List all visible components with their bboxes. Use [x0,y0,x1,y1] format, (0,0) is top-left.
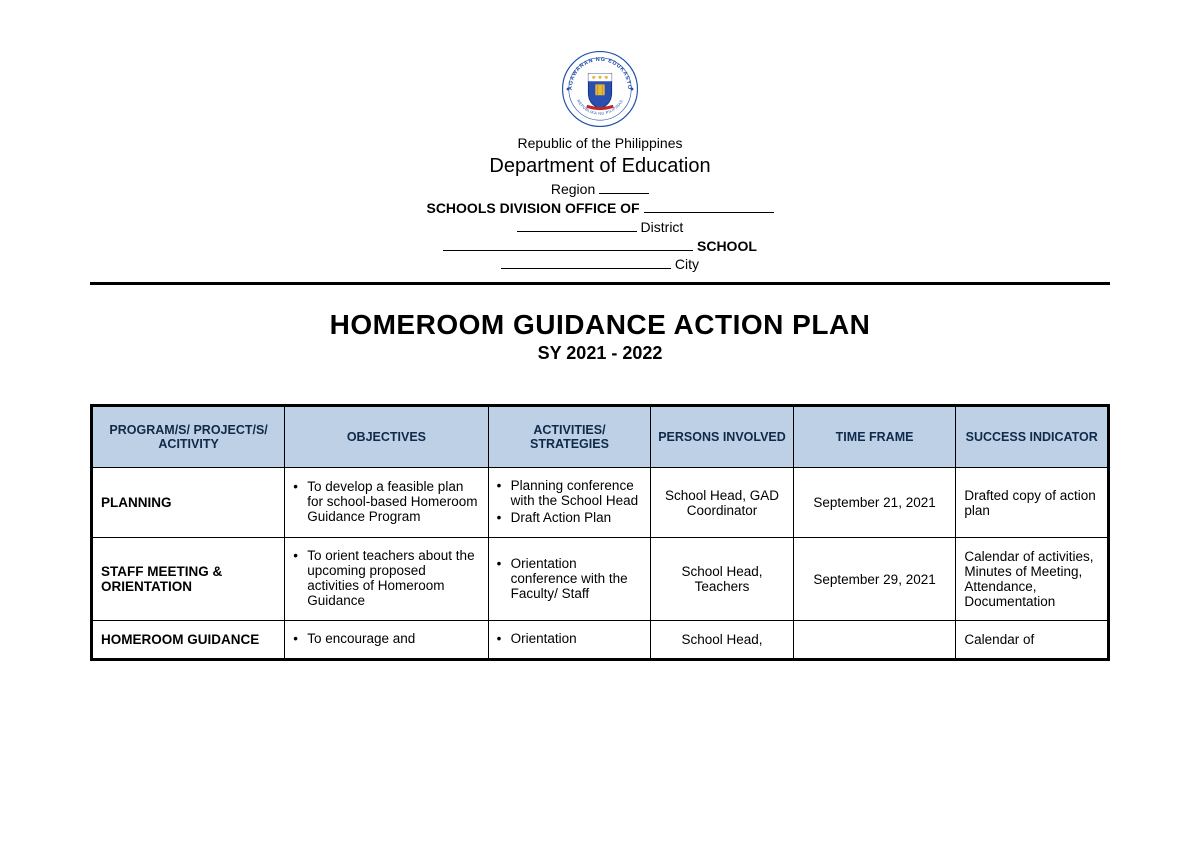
cell-timeframe [793,621,956,660]
cell-activities: Orientation [488,621,651,660]
cell-persons: School Head, GAD Coordinator [651,468,793,538]
table-row: STAFF MEETING & ORIENTATIONTo orient tea… [92,538,1109,621]
col-header-persons: PERSONS INVOLVED [651,406,793,468]
cell-persons: School Head, [651,621,793,660]
header-divider [90,282,1110,285]
cell-activities: Planning conference with the School Head… [488,468,651,538]
city-blank [501,255,671,269]
header-department: Department of Education [90,153,1110,180]
col-header-program: PROGRAM/S/ PROJECT/S/ ACITIVITY [92,406,285,468]
header-division-line: SCHOOLS DIVISION OFFICE OF [90,199,1110,218]
document-header: KAGAWARAN NG EDUKASYON REPUBLIKA NG PILI… [90,50,1110,274]
district-label: District [641,219,684,235]
school-label: SCHOOL [697,238,757,254]
cell-success: Calendar of [956,621,1109,660]
header-republic: Republic of the Philippines [90,134,1110,153]
col-header-time: TIME FRAME [793,406,956,468]
table-body: PLANNINGTo develop a feasible plan for s… [92,468,1109,660]
document-title: HOMEROOM GUIDANCE ACTION PLAN [90,309,1110,341]
col-header-success: SUCCESS INDICATOR [956,406,1109,468]
cell-objectives: To encourage and [285,621,488,660]
cell-success: Calendar of activities, Minutes of Meeti… [956,538,1109,621]
region-blank [599,180,649,194]
region-label: Region [551,181,595,197]
col-header-activities: ACTIVITIES/ STRATEGIES [488,406,651,468]
cell-objectives: To orient teachers about the upcoming pr… [285,538,488,621]
cell-success: Drafted copy of action plan [956,468,1109,538]
school-blank [443,237,693,251]
table-row: PLANNINGTo develop a feasible plan for s… [92,468,1109,538]
col-header-objectives: OBJECTIVES [285,406,488,468]
document-subtitle: SY 2021 - 2022 [90,343,1110,364]
cell-objectives: To develop a feasible plan for school-ba… [285,468,488,538]
table-header: PROGRAM/S/ PROJECT/S/ ACITIVITY OBJECTIV… [92,406,1109,468]
division-label: SCHOOLS DIVISION OFFICE OF [426,200,639,216]
cell-timeframe: September 29, 2021 [793,538,956,621]
table-row: HOMEROOM GUIDANCETo encourage andOrienta… [92,621,1109,660]
cell-timeframe: September 21, 2021 [793,468,956,538]
cell-activities: Orientation conference with the Faculty/… [488,538,651,621]
cell-persons: School Head, Teachers [651,538,793,621]
header-school-line: SCHOOL [90,237,1110,256]
header-district-line: District [90,218,1110,237]
cell-program: HOMEROOM GUIDANCE [92,621,285,660]
action-plan-table: PROGRAM/S/ PROJECT/S/ ACITIVITY OBJECTIV… [90,404,1110,661]
district-blank [517,218,637,232]
header-city-line: City [90,255,1110,274]
logo-svg: KAGAWARAN NG EDUKASYON REPUBLIKA NG PILI… [561,50,639,128]
header-region-line: Region [90,180,1110,199]
city-label: City [675,256,699,272]
cell-program: STAFF MEETING & ORIENTATION [92,538,285,621]
division-blank [644,199,774,213]
title-block: HOMEROOM GUIDANCE ACTION PLAN SY 2021 - … [90,309,1110,364]
cell-program: PLANNING [92,468,285,538]
deped-logo: KAGAWARAN NG EDUKASYON REPUBLIKA NG PILI… [561,50,639,128]
